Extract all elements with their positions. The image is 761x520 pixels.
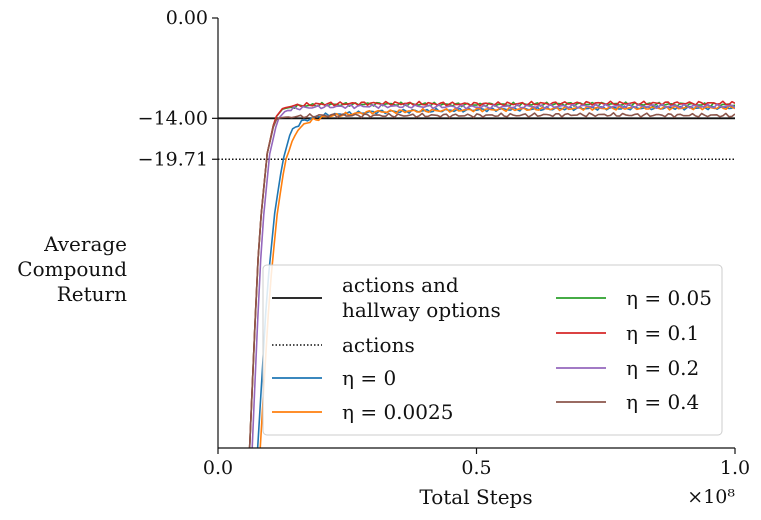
legend-label: η = 0.05 [626,286,712,310]
x-axis-multiplier: ×10⁸ [687,486,735,508]
legend-label: η = 0.0025 [342,400,453,424]
x-tick-label: 1.0 [720,457,750,479]
legend-label: actions and [342,273,459,297]
series-line-eta-0-2 [251,103,735,448]
y-tick-label: 0.00 [166,7,208,29]
x-tick-label: 0.0 [203,457,233,479]
legend-frame [262,264,723,436]
plot-area [218,100,735,448]
legend-label: η = 0.4 [626,390,699,414]
legend-label: actions [342,333,415,357]
series-line-eta-0-1 [248,100,735,448]
y-axis-label-line: Average [43,232,127,256]
y-axis-label: Average Compound Return [17,232,127,306]
legend: actions and hallway options actions η = … [262,264,723,436]
x-axis-label: Total Steps [419,485,532,509]
y-tick-label: −19.71 [138,148,208,170]
y-axis-label-line: Return [57,282,127,306]
legend-label: η = 0.2 [626,356,699,380]
y-tick-label: −14.00 [138,107,208,129]
x-tick-label: 0.5 [461,457,491,479]
series-line-eta-0-4 [248,112,735,448]
legend-label: η = 0.1 [626,321,699,345]
legend-label: hallway options [342,298,501,322]
legend-label: η = 0 [342,366,396,390]
axis-ticks: 0.00 −14.00 −19.71 0.0 0.5 1.0 [138,7,750,479]
y-axis-label-line: Compound [17,257,127,281]
